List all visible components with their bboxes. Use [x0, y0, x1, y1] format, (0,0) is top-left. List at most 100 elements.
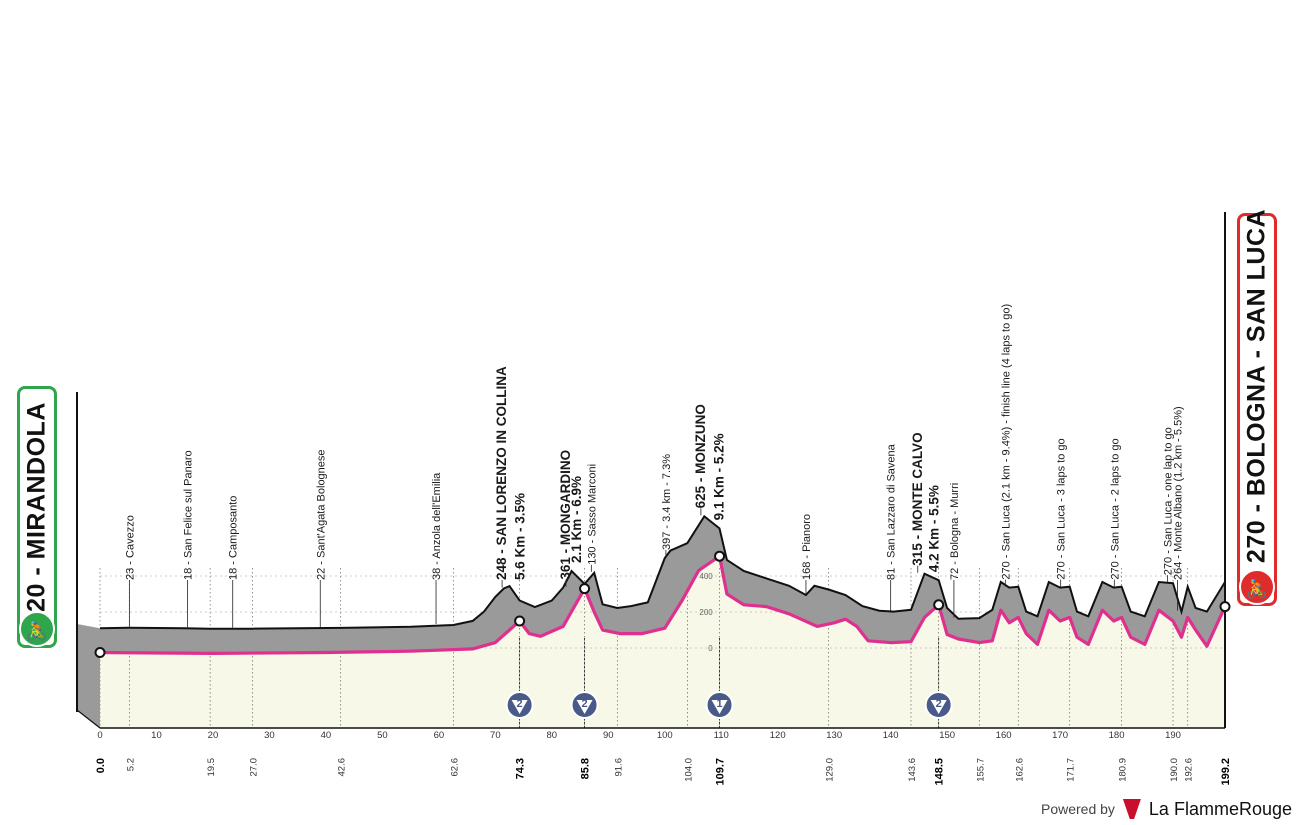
- km-axis-tick-label: 110: [714, 730, 729, 741]
- km-axis-tick-label: 190: [1165, 730, 1181, 741]
- finish-town-title: 270 - BOLOGNA - SAN LUCA: [1242, 209, 1271, 564]
- kom-badge-triangle: [930, 700, 947, 714]
- waypoint-label: 361 - MONGARDINO: [558, 450, 573, 580]
- km-point-label: 62.6: [450, 758, 461, 777]
- km-axis-tick-label: 160: [996, 730, 1012, 741]
- km-point-label: 180.9: [1118, 758, 1129, 782]
- kom-badge-triangle: [576, 700, 593, 714]
- km-axis-tick-label: 50: [377, 730, 388, 741]
- km-axis-tick-label: 130: [826, 730, 842, 741]
- km-point-label: 192.6: [1184, 758, 1195, 782]
- elevation-profile: [76, 212, 1226, 729]
- km-point-label: 129.0: [825, 758, 836, 782]
- waypoint-label: 248 - SAN LORENZO IN COLLINA: [494, 366, 509, 580]
- km-point-label: 74.3: [515, 758, 527, 779]
- km-axis: 0 10 20 30 40 50 60 70 80 90 100 110 120 130 140 150 160…: [95, 730, 1232, 786]
- flamme-rouge-logo-icon: [1122, 799, 1141, 819]
- waypoint-label: 270 - San Luca - one lap to go: [1162, 427, 1174, 575]
- km-point-label: 19.5: [206, 758, 217, 777]
- km-axis-tick-label: 100: [657, 730, 673, 741]
- km-point-label: 104.0: [683, 758, 694, 782]
- waypoint-label: 23 - Cavezzo: [124, 515, 136, 580]
- waypoint-label: 270 - San Luca (2.1 km - 9.4%) - finish …: [1000, 304, 1012, 580]
- powered-by-text: Powered by: [1040, 801, 1115, 817]
- km-point-label: 199.2: [1220, 758, 1232, 786]
- start-town-marker: 20 - MIRANDOLA 🚴: [17, 386, 57, 648]
- km-point-label: 85.8: [580, 758, 592, 779]
- waypoint-label: 264 - Monte Albano (1.2 km - 5.5%): [1173, 406, 1185, 580]
- waypoint-label: 18 - Camposanto: [228, 496, 240, 580]
- waypoint-label: 397 - 3.4 km - 7.3%: [661, 454, 673, 550]
- km-point-label: 27.0: [249, 758, 260, 777]
- km-axis-tick-label: 60: [434, 730, 445, 741]
- start-dot: [94, 647, 106, 658]
- waypoint-label: 9.1 Km - 5.2%: [712, 433, 727, 520]
- finish-dot: [1219, 601, 1231, 613]
- start-town-title: 20 - MIRANDOLA: [22, 401, 51, 612]
- km-axis-tick-label: 10: [151, 730, 162, 741]
- km-point-label: 148.5: [934, 758, 946, 786]
- km-point-label: 109.7: [715, 758, 727, 786]
- waypoint-label: 2.1 Km - 6.9%: [569, 476, 584, 563]
- waypoint-label: 81 - San Lazzaro di Savena: [886, 443, 898, 580]
- km-point-label: 91.6: [613, 758, 624, 777]
- cyclist-icon: 🚴: [19, 611, 55, 647]
- waypoint-label: 72 - Bologna - Murri: [949, 483, 961, 580]
- altitude-ticks: 400 200 0: [699, 572, 713, 653]
- km-point-label: 171.7: [1066, 758, 1077, 782]
- waypoint-label: 18 - San Felice sul Panaro: [183, 450, 195, 580]
- elevation-outline: [99, 514, 1226, 630]
- kom-category-label: 2: [936, 698, 942, 710]
- altitude-tick-label: 400: [699, 572, 713, 581]
- km-point-label: 5.2: [125, 758, 136, 771]
- waypoint-label: 4.2 Km - 5.5%: [927, 485, 942, 572]
- altitude-tick-label: 200: [699, 608, 713, 617]
- kom-category-label: 2: [582, 698, 588, 710]
- waypoint-label: 270 - San Luca - 3 laps to go: [1056, 438, 1068, 579]
- summit-dot: [514, 615, 526, 627]
- pink-route-line: [94, 550, 1231, 658]
- brand-footer: Powered by La FlammeRouge: [1041, 797, 1292, 821]
- km-axis-tick-label: 0: [97, 730, 102, 741]
- km-axis-tick-label: 170: [1052, 730, 1068, 741]
- waypoint-label: 22 - Sant'Agata Bolognese: [315, 449, 327, 580]
- altitude-tick-label: 0: [708, 644, 713, 653]
- summit-dot: [714, 550, 726, 562]
- waypoint-label: 5.6 Km - 3.5%: [513, 493, 528, 580]
- cyclist-icon: 🚴: [1239, 569, 1275, 605]
- waypoint-label: 625 - MONZUNO: [693, 404, 708, 508]
- pink-route-path: [99, 554, 1227, 655]
- finish-town-marker: 270 - BOLOGNA - SAN LUCA 🚴: [1237, 209, 1277, 606]
- waypoint-labels: 23 - Cavezzo 18 - San Felice sul Panaro 18…: [124, 304, 1185, 628]
- elevation-fill: [77, 516, 1225, 728]
- summit-dot: [933, 599, 945, 611]
- waypoint-label: 270 - San Luca - 2 laps to go: [1109, 438, 1121, 579]
- summit-dot: [579, 583, 591, 595]
- km-axis-tick-label: 120: [770, 730, 786, 741]
- km-axis-tick-label: 150: [939, 730, 955, 741]
- brand-name: La FlammeRouge: [1148, 798, 1292, 819]
- base-slant-line: [76, 709, 101, 729]
- waypoint-label: 315 - MONTE CALVO: [910, 432, 925, 565]
- km-point-label: 155.7: [975, 758, 986, 782]
- kom-category-label: 1: [716, 698, 722, 710]
- km-axis-tick-label: 20: [208, 730, 219, 741]
- km-point-label: 0.0: [95, 758, 107, 773]
- km-axis-tick-label: 40: [321, 730, 332, 741]
- kom-category-label: 2: [517, 698, 523, 710]
- km-point-label: 143.6: [907, 758, 918, 782]
- km-axis-tick-label: 180: [1109, 730, 1125, 741]
- km-axis-tick-label: 90: [603, 730, 614, 741]
- km-axis-tick-label: 70: [490, 730, 501, 741]
- km-point-label: 162.6: [1014, 758, 1025, 782]
- plain-area: [100, 556, 1225, 728]
- waypoint-label: 38 - Anzola dell'Emilia: [431, 472, 443, 580]
- km-point-label: 42.6: [337, 758, 348, 777]
- plain-area-fill: [100, 556, 1225, 728]
- waypoint-label: 168 - Pianoro: [801, 514, 813, 580]
- waypoint-label: 130 - Sasso Marconi: [586, 464, 598, 565]
- km-point-label: 190.0: [1169, 758, 1180, 782]
- kom-badge-triangle: [511, 700, 528, 714]
- kom-badges: 2 2 1 2: [505, 638, 953, 728]
